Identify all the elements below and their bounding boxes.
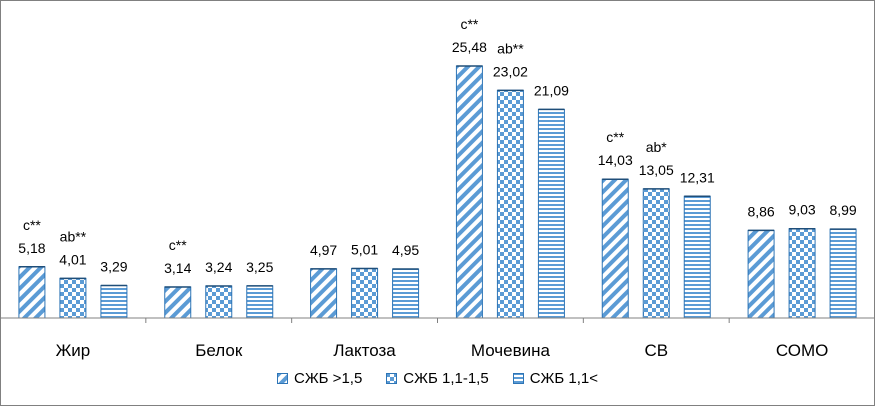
bar xyxy=(747,229,775,319)
legend-swatch-rect xyxy=(512,373,524,384)
bar xyxy=(246,285,274,319)
x-tick-label: СВ xyxy=(644,341,668,360)
significance-annotation: c** xyxy=(606,129,624,145)
legend: СЖБ >1,5 СЖБ 1,1-1,5 СЖБ 1,1< xyxy=(0,370,875,387)
x-tick-label: СОМО xyxy=(776,341,829,360)
bar xyxy=(829,228,857,319)
data-label: 3,29 xyxy=(100,258,127,274)
x-tick-label: Жир xyxy=(56,341,91,360)
bar xyxy=(601,178,629,319)
bar xyxy=(351,267,379,319)
bar xyxy=(392,268,420,319)
bar xyxy=(100,284,128,319)
bar xyxy=(788,228,816,319)
data-label: 12,31 xyxy=(680,169,715,185)
data-label: 9,03 xyxy=(788,202,815,218)
bar xyxy=(537,108,565,319)
legend-item: СЖБ >1,5 xyxy=(276,370,363,387)
bar xyxy=(310,268,338,319)
data-label: 3,14 xyxy=(164,260,191,276)
legend-item: СЖБ 1,1< xyxy=(512,370,599,387)
data-label: 8,86 xyxy=(747,203,774,219)
legend-swatch xyxy=(386,373,398,384)
bar xyxy=(164,286,192,319)
legend-swatch-rect xyxy=(276,373,288,384)
data-label: 23,02 xyxy=(493,63,528,79)
legend-swatch xyxy=(512,373,524,384)
data-label: 8,99 xyxy=(829,202,856,218)
data-label: 25,48 xyxy=(452,39,487,55)
bar xyxy=(18,266,46,319)
bar xyxy=(205,285,233,319)
significance-annotation: c** xyxy=(460,16,478,32)
x-tick-label: Мочевина xyxy=(471,341,551,360)
data-label: 3,25 xyxy=(246,259,273,275)
data-label: 14,03 xyxy=(598,152,633,168)
x-tick-label: Белок xyxy=(195,341,243,360)
data-label: 5,01 xyxy=(351,241,378,257)
data-label: 5,18 xyxy=(18,240,45,256)
legend-label: СЖБ 1,1-1,5 xyxy=(403,370,489,387)
bar xyxy=(496,89,524,319)
significance-annotation: ab** xyxy=(60,228,87,244)
significance-annotation: c** xyxy=(23,217,41,233)
legend-swatch xyxy=(276,373,288,384)
bar xyxy=(455,65,483,319)
legend-swatch-rect xyxy=(386,373,398,384)
legend-item: СЖБ 1,1-1,5 xyxy=(386,370,489,387)
data-label: 21,09 xyxy=(534,82,569,98)
bar xyxy=(642,188,670,319)
legend-label: СЖБ 1,1< xyxy=(529,370,599,387)
significance-annotation: c** xyxy=(169,237,187,253)
data-label: 3,24 xyxy=(205,259,232,275)
bar xyxy=(59,277,87,319)
significance-annotation: ab** xyxy=(497,40,524,56)
data-label: 13,05 xyxy=(639,162,674,178)
data-label: 4,95 xyxy=(392,242,419,258)
significance-annotation: ab* xyxy=(646,139,668,155)
x-tick-label: Лактоза xyxy=(333,341,396,360)
data-label: 4,01 xyxy=(59,251,86,267)
bar xyxy=(683,195,711,319)
data-label: 4,97 xyxy=(310,242,337,258)
legend-label: СЖБ >1,5 xyxy=(293,370,363,387)
